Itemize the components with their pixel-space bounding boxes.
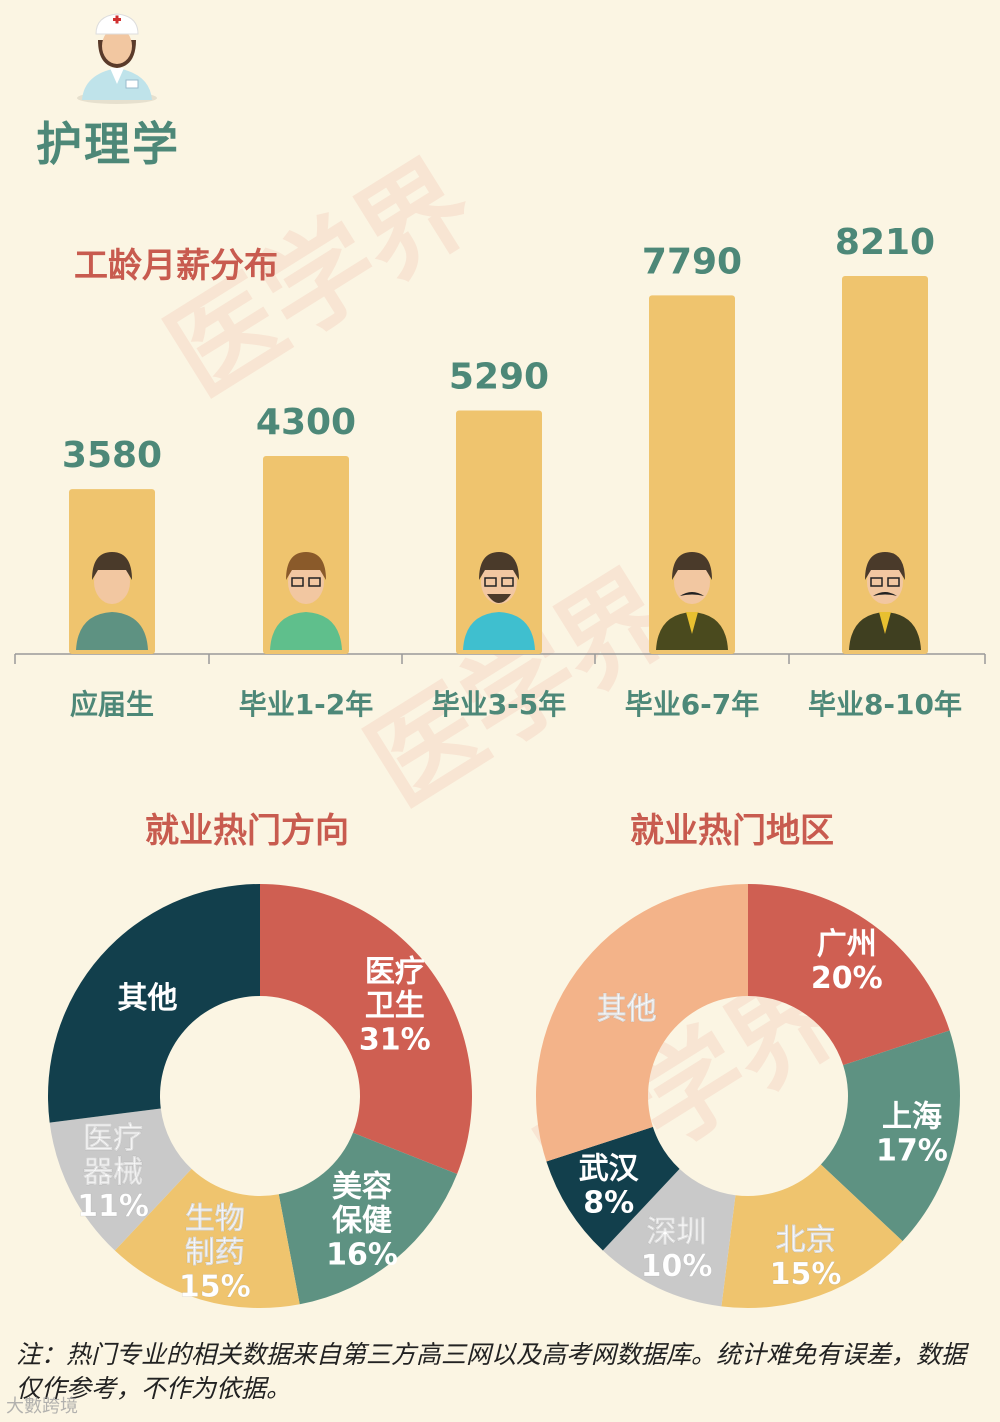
x-tick-label: 毕业6-7年 bbox=[625, 688, 760, 721]
slice-label: 生物 bbox=[185, 1202, 245, 1237]
mustache-man-icon bbox=[656, 552, 728, 650]
slice-label: 美容 bbox=[332, 1169, 392, 1204]
salary-bar-chart: 3580 应届生 4300 毕业1-2年 5290 毕业3-5年 7790 毕业6-7年 821… bbox=[14, 222, 986, 721]
slice-label: 北京 bbox=[776, 1223, 836, 1258]
footnote: 注：热门专业的相关数据来自第三方高三网以及高考网数据库。统计难免有误差，数据仅作… bbox=[16, 1340, 967, 1403]
slice-label: 武汉 bbox=[579, 1151, 640, 1186]
donut-slice bbox=[721, 1164, 903, 1308]
slice-percent-label: 8% bbox=[583, 1185, 634, 1220]
x-tick-label: 毕业8-10年 bbox=[808, 688, 962, 721]
page-title: 护理学 bbox=[36, 117, 180, 171]
slice-label: 医疗 bbox=[365, 954, 425, 989]
region-chart-title: 就业热门地区 bbox=[630, 811, 834, 851]
slice-label: 其他 bbox=[597, 992, 657, 1027]
donut-slice bbox=[546, 1126, 680, 1251]
slice-label: 深圳 bbox=[646, 1215, 706, 1250]
direction-chart-title: 就业热门方向 bbox=[145, 811, 349, 851]
young-man-icon bbox=[76, 552, 148, 650]
bar-group: 5290 毕业3-5年 bbox=[432, 356, 567, 721]
bar-group: 8210 毕业8-10年 bbox=[808, 222, 962, 721]
x-tick-label: 应届生 bbox=[70, 688, 154, 721]
slice-label: 卫生 bbox=[365, 988, 425, 1023]
man-with-glasses-icon bbox=[270, 552, 342, 650]
bar-value-label: 3580 bbox=[62, 435, 162, 476]
bearded-man-icon bbox=[463, 552, 535, 650]
bar-value-label: 7790 bbox=[642, 241, 742, 282]
slice-percent-label: 11% bbox=[77, 1189, 149, 1224]
x-tick-label: 毕业3-5年 bbox=[432, 688, 567, 721]
slice-percent-label: 15% bbox=[770, 1257, 842, 1292]
slice-label: 器械 bbox=[82, 1155, 143, 1190]
bar-group: 7790 毕业6-7年 bbox=[625, 241, 760, 721]
donut-slice bbox=[260, 884, 472, 1175]
slice-label: 制药 bbox=[185, 1236, 245, 1271]
bar bbox=[842, 276, 928, 654]
donut-slice bbox=[114, 1168, 300, 1308]
slice-percent-label: 31% bbox=[359, 1022, 431, 1057]
slice-label: 广州 bbox=[817, 927, 877, 962]
bar-group: 4300 毕业1-2年 bbox=[239, 402, 374, 721]
slice-label: 保健 bbox=[332, 1203, 392, 1238]
brand-watermark: 大數跨境 bbox=[6, 1396, 78, 1417]
slice-percent-label: 20% bbox=[811, 961, 883, 996]
salary-chart-title: 工龄月薪分布 bbox=[74, 246, 278, 286]
slice-percent-label: 17% bbox=[876, 1134, 948, 1169]
slice-percent-label: 16% bbox=[326, 1237, 398, 1272]
nurse-icon bbox=[77, 13, 157, 104]
mustache-glasses-man-icon bbox=[849, 552, 921, 650]
bar-value-label: 5290 bbox=[449, 356, 549, 397]
donut-slice bbox=[602, 1168, 736, 1307]
donut-slice bbox=[49, 1108, 192, 1251]
slice-label: 上海 bbox=[882, 1100, 942, 1135]
bar bbox=[456, 410, 542, 654]
donut-slice bbox=[48, 884, 260, 1123]
x-tick-label: 毕业1-2年 bbox=[239, 688, 374, 721]
slice-percent-label: 15% bbox=[179, 1270, 251, 1305]
bar-value-label: 4300 bbox=[256, 402, 356, 443]
bar bbox=[649, 295, 735, 654]
donut-slice bbox=[536, 884, 748, 1162]
slice-label: 医疗 bbox=[83, 1121, 143, 1156]
donut-slice bbox=[748, 884, 950, 1066]
bar-group: 3580 应届生 bbox=[62, 435, 162, 721]
donut-slice bbox=[820, 1030, 960, 1242]
bar-value-label: 8210 bbox=[835, 222, 935, 263]
slice-percent-label: 10% bbox=[641, 1249, 713, 1284]
slice-label: 其他 bbox=[117, 981, 177, 1016]
donut-slice bbox=[278, 1132, 458, 1305]
